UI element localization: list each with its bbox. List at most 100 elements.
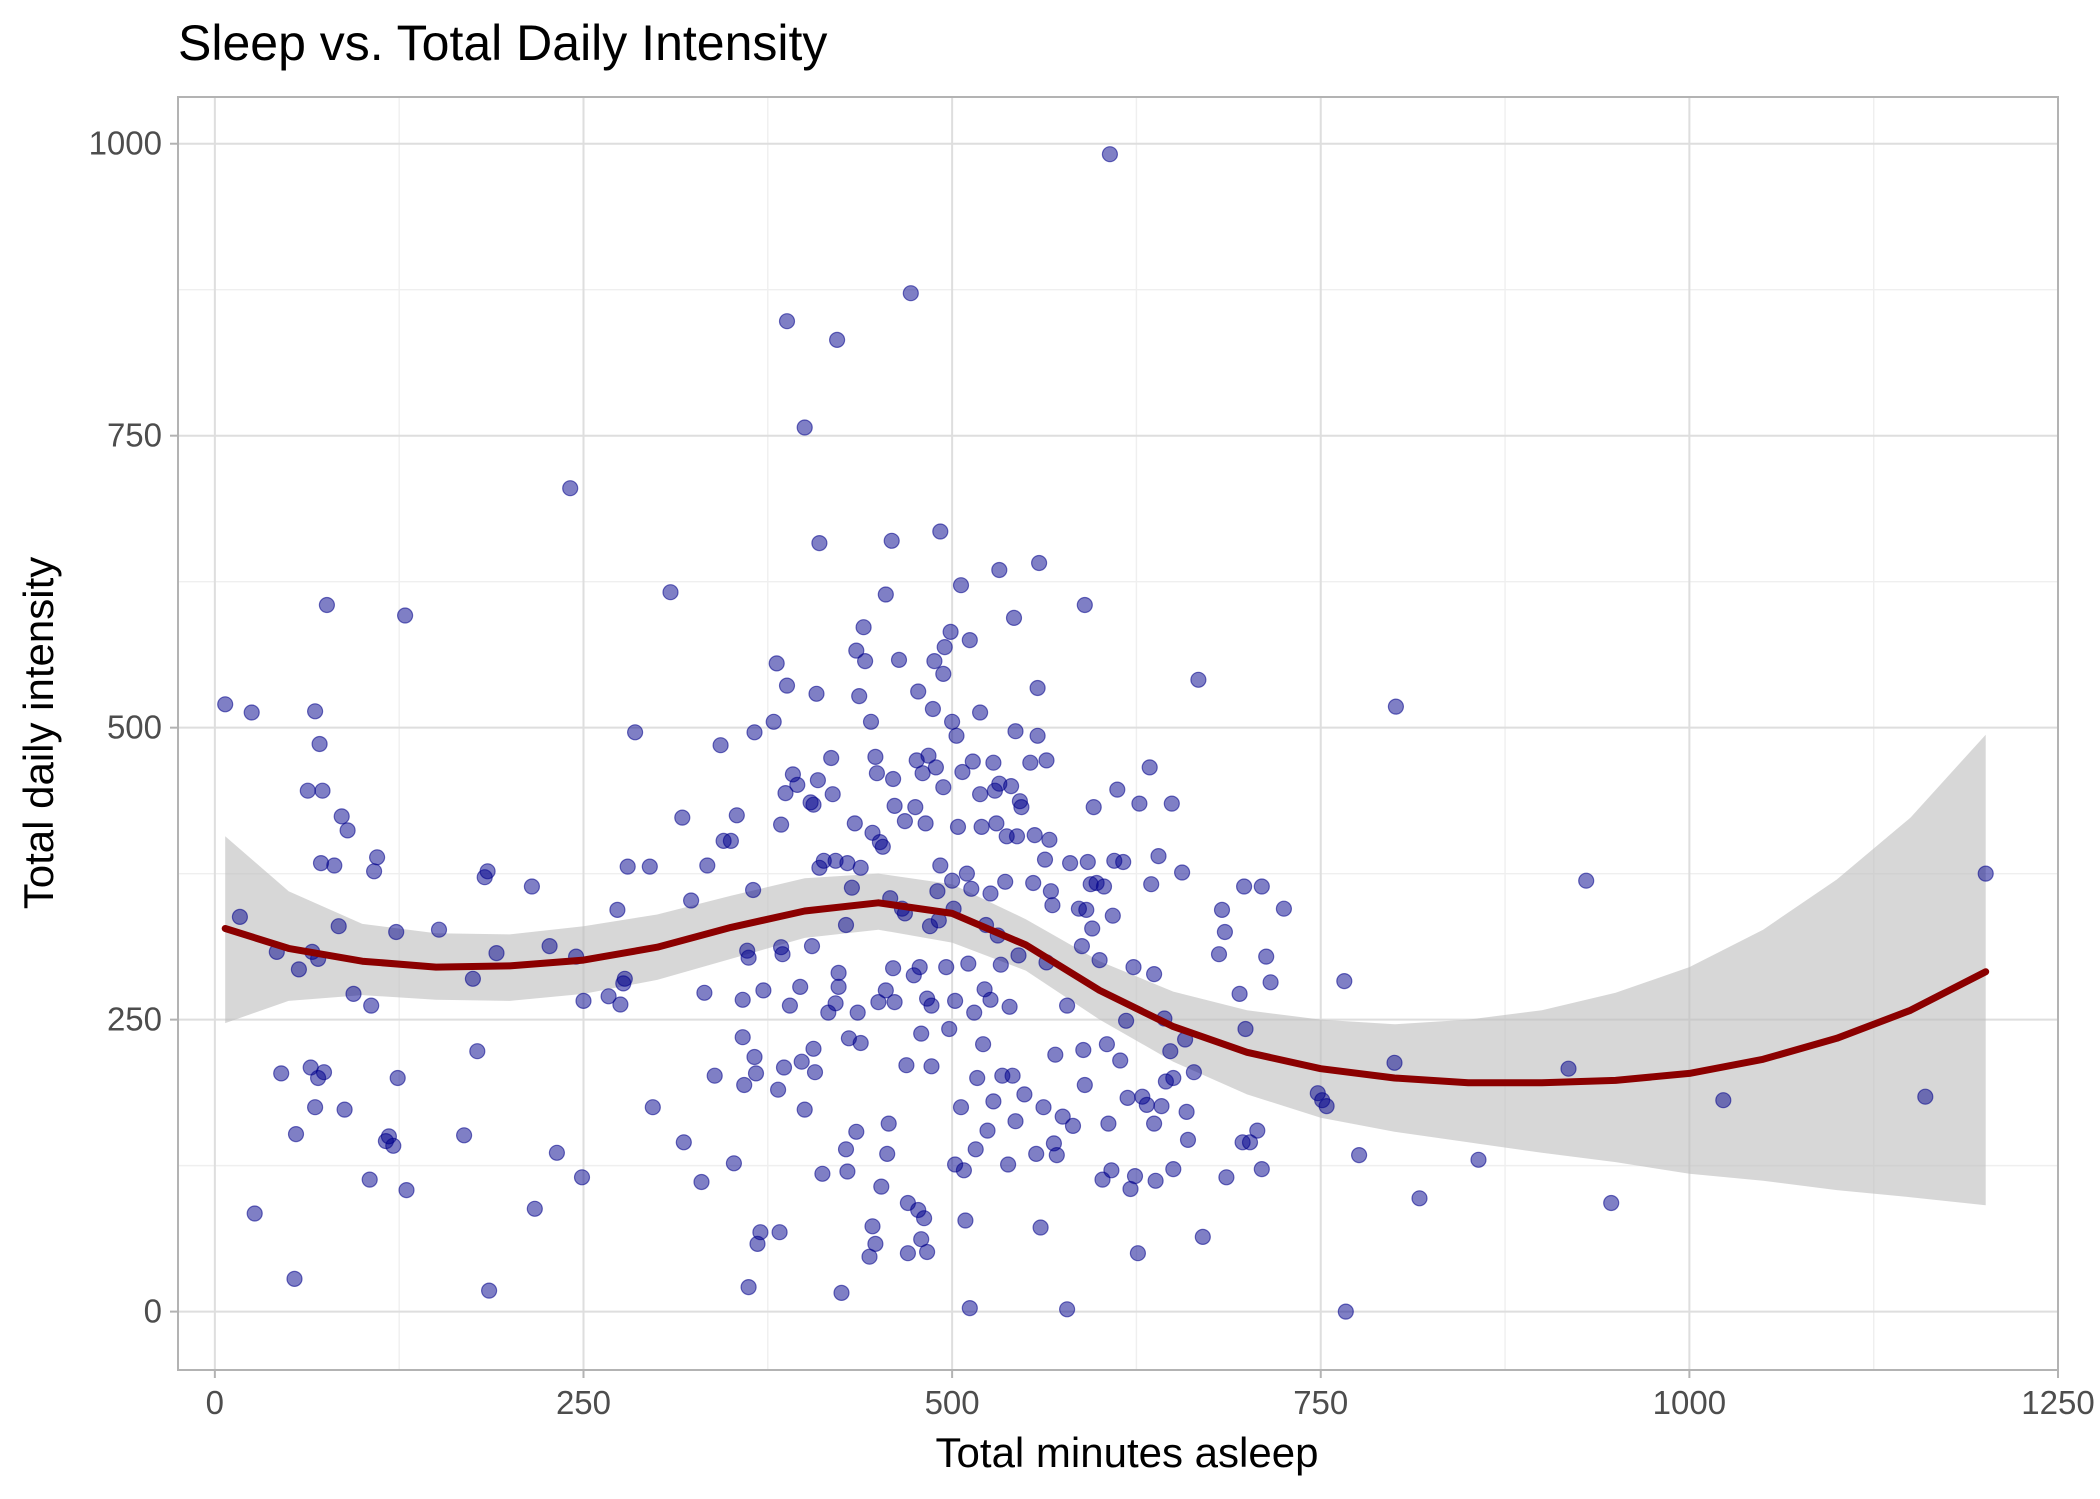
data-point — [971, 786, 989, 803]
data-point — [936, 638, 953, 656]
data-point — [286, 1270, 303, 1288]
data-point — [789, 776, 806, 794]
data-point — [1131, 795, 1148, 812]
data-point — [1216, 923, 1234, 941]
data-point — [1001, 998, 1018, 1015]
data-point — [765, 713, 782, 730]
data-point — [1194, 1228, 1211, 1246]
smooth-line-layer — [221, 899, 1990, 1087]
data-point — [884, 960, 902, 977]
data-point — [1141, 759, 1158, 776]
data-point — [1179, 1131, 1197, 1149]
data-point — [1085, 798, 1102, 816]
data-point — [326, 857, 343, 874]
data-point — [935, 665, 952, 683]
data-point — [1041, 831, 1058, 848]
data-point — [1126, 1167, 1144, 1185]
data-point — [855, 619, 872, 636]
data-point — [898, 1057, 915, 1074]
data-point — [1185, 1064, 1203, 1081]
data-point — [864, 1218, 881, 1235]
data-point — [830, 978, 847, 996]
data-point — [868, 765, 886, 782]
data-point — [1165, 1160, 1182, 1178]
data-point — [1253, 1160, 1270, 1178]
data-point — [848, 642, 865, 659]
data-point — [848, 1123, 865, 1140]
data-point — [1058, 997, 1076, 1014]
data-point — [971, 704, 989, 721]
data-point — [932, 857, 949, 874]
data-point — [1103, 1162, 1120, 1179]
data-point — [902, 285, 919, 302]
data-point — [1022, 754, 1039, 771]
data-point — [1275, 900, 1293, 917]
data-point — [973, 818, 990, 836]
data-point — [833, 1284, 850, 1302]
data-point — [644, 1099, 661, 1116]
data-point — [809, 772, 827, 789]
data-point — [312, 854, 330, 872]
data-point — [997, 873, 1014, 890]
data-point — [746, 724, 763, 741]
data-point — [910, 683, 927, 700]
data-point — [913, 1025, 930, 1042]
data-point — [846, 815, 863, 832]
data-point — [287, 1125, 305, 1143]
data-point — [1029, 727, 1046, 744]
data-point — [988, 815, 1005, 832]
data-point — [852, 1034, 869, 1052]
data-point — [948, 727, 965, 744]
data-point — [616, 970, 633, 987]
data-point — [1145, 965, 1163, 983]
data-point — [1470, 1151, 1487, 1168]
data-point — [693, 1173, 710, 1191]
data-point — [1079, 853, 1096, 871]
data-point — [469, 1043, 486, 1060]
data-point — [307, 703, 324, 720]
data-point — [775, 1059, 793, 1076]
data-point — [1337, 1303, 1354, 1320]
data-point — [1064, 1117, 1082, 1135]
data-point — [389, 1069, 406, 1087]
data-point — [699, 857, 716, 874]
data-point — [884, 770, 902, 788]
x-tick-label: 1000 — [1653, 1384, 1726, 1421]
data-point — [1210, 946, 1228, 963]
data-point — [949, 818, 967, 836]
data-point — [1026, 826, 1043, 844]
data-point — [1115, 853, 1132, 871]
data-point — [961, 631, 978, 649]
data-point — [1091, 951, 1108, 969]
data-point — [1386, 1054, 1403, 1071]
data-point — [923, 1058, 940, 1075]
data-point — [1029, 679, 1046, 697]
data-point — [1078, 901, 1095, 919]
data-point — [1153, 1097, 1170, 1115]
data-point — [1138, 1096, 1155, 1114]
data-point — [1054, 1108, 1071, 1125]
data-point — [1387, 698, 1405, 715]
data-point — [662, 584, 679, 601]
data-point — [1578, 872, 1595, 889]
data-point — [397, 607, 414, 624]
data-point — [1002, 777, 1020, 795]
data-point — [1262, 974, 1279, 991]
data-point — [929, 883, 946, 900]
data-point — [985, 1093, 1002, 1110]
y-tick-label: 500 — [107, 709, 162, 746]
data-point — [1047, 1046, 1064, 1063]
data-point — [755, 982, 772, 999]
data-point — [955, 1162, 973, 1179]
data-point — [314, 782, 331, 799]
data-point — [641, 858, 658, 875]
data-point — [1035, 1099, 1052, 1116]
data-point — [917, 815, 934, 832]
data-point — [1129, 1245, 1147, 1262]
data-point — [345, 985, 362, 1003]
data-point — [1028, 1145, 1045, 1163]
data-point — [1125, 958, 1142, 976]
data-point — [1917, 1088, 1934, 1105]
data-point — [1231, 985, 1248, 1003]
data-point — [231, 908, 248, 926]
